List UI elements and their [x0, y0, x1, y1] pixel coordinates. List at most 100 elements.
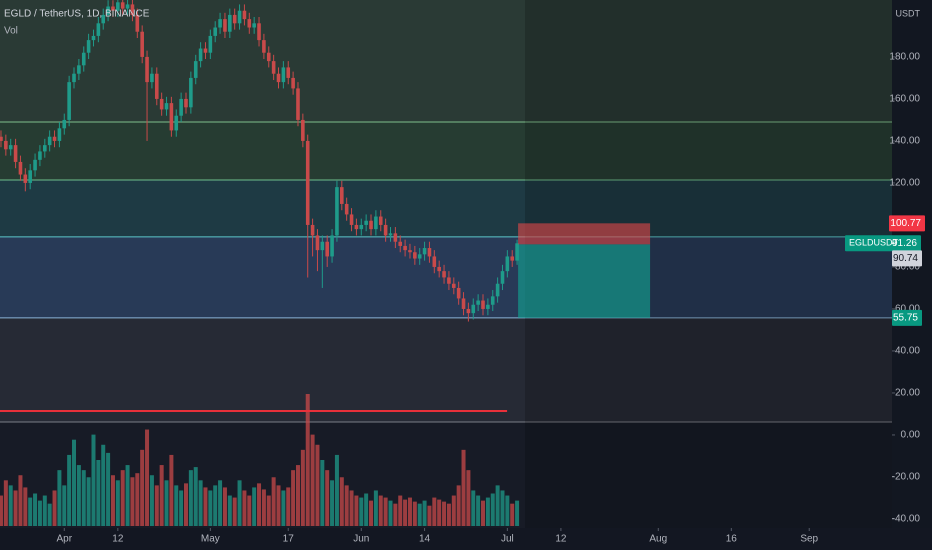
- volume-bar: [120, 470, 125, 526]
- candle-body: [164, 103, 169, 110]
- candle-body: [116, 2, 120, 11]
- volume-bar: [281, 490, 286, 526]
- volume-bar: [427, 505, 432, 526]
- y-tick-label: 140.00: [889, 136, 920, 147]
- candle-body: [72, 73, 76, 83]
- candle-body: [383, 224, 388, 236]
- volume-bar: [33, 493, 38, 526]
- volume-bar: [37, 500, 42, 526]
- candle-body: [130, 4, 135, 15]
- candle-body: [388, 233, 393, 236]
- volume-bar: [485, 497, 490, 526]
- candle-body: [505, 256, 510, 272]
- volume-bar: [388, 500, 393, 526]
- volume-bar: [291, 470, 296, 526]
- volume-bar: [334, 454, 339, 526]
- candle-body: [490, 296, 495, 305]
- price-axis: [892, 0, 932, 550]
- zone: [0, 236, 892, 318]
- candle-body: [174, 115, 179, 131]
- zone: [0, 179, 892, 237]
- volume-bar: [86, 477, 91, 526]
- y-tick-label: 40.00: [895, 346, 920, 357]
- volume-bar: [28, 497, 33, 526]
- volume-bar: [398, 495, 403, 526]
- candle-body: [81, 52, 86, 66]
- volume-bar: [330, 480, 335, 526]
- volume-bar: [174, 485, 179, 526]
- x-tick-label: 16: [726, 534, 738, 545]
- y-tick-label: 20.00: [895, 388, 920, 399]
- volume-bar: [232, 497, 237, 526]
- volume-bar: [383, 497, 388, 526]
- volume-bar: [72, 439, 77, 526]
- candle-body: [13, 145, 18, 162]
- x-tick-label: Aug: [649, 534, 667, 545]
- volume-bar: [96, 460, 101, 526]
- candle-body: [242, 10, 247, 20]
- candle-body: [106, 6, 110, 15]
- volume-bar: [188, 470, 193, 526]
- candle-body: [266, 52, 271, 62]
- candle-body: [91, 35, 96, 41]
- volume-bar: [422, 500, 427, 526]
- volume-bar: [515, 500, 520, 526]
- candle-body: [159, 98, 164, 110]
- volume-bar: [466, 470, 471, 526]
- candle-body: [403, 245, 407, 251]
- volume-bar: [417, 503, 422, 526]
- y-tick-label: 180.00: [889, 52, 920, 63]
- volume-bar: [271, 477, 276, 526]
- candle-body: [486, 304, 490, 309]
- volume-bar: [13, 490, 18, 526]
- candle-body: [213, 27, 218, 36]
- volume-bar: [18, 475, 23, 526]
- candle-body: [101, 14, 106, 24]
- candle-body: [276, 73, 281, 83]
- volume-bar: [320, 460, 325, 526]
- candle-body: [189, 77, 193, 108]
- volume-bar: [81, 470, 86, 526]
- candle-body: [369, 220, 373, 230]
- volume-bar: [110, 475, 115, 526]
- volume-bar: [169, 454, 174, 526]
- volume-bar: [476, 495, 481, 526]
- volume-bar: [47, 503, 52, 526]
- volume-bar: [154, 485, 159, 526]
- candle-body: [349, 214, 354, 225]
- volume-bar: [101, 444, 106, 526]
- volume-bar: [159, 465, 164, 526]
- volume-bar: [295, 465, 300, 526]
- volume-bar: [218, 480, 223, 526]
- overlay: [518, 223, 651, 318]
- candle-body: [310, 224, 315, 236]
- axes: 180.00160.00140.00120.0080.0060.0040.002…: [56, 52, 925, 545]
- candle-body: [252, 23, 256, 28]
- volume-bar: [23, 487, 28, 526]
- volume-bar: [500, 490, 505, 526]
- symbol-text: EGLDUSDT: [849, 238, 899, 248]
- candle-body: [305, 140, 310, 225]
- y-tick-label: 0.00: [901, 430, 921, 441]
- volume-bar: [339, 477, 344, 526]
- y-tick-label: 80.00: [895, 262, 920, 273]
- volume-bar: [403, 499, 408, 526]
- volume-bar: [510, 503, 515, 526]
- candle-body: [286, 67, 291, 78]
- target-zone: [518, 244, 651, 318]
- candle-body: [359, 224, 364, 230]
- volume-bar: [490, 493, 495, 526]
- volume-bar: [213, 485, 218, 526]
- candle-body: [218, 19, 222, 28]
- currency-label[interactable]: USDT: [896, 8, 921, 18]
- volume-bar: [91, 434, 96, 526]
- volume-bar: [135, 473, 140, 526]
- candle-body: [193, 61, 198, 78]
- volume-bar: [393, 503, 398, 526]
- candle-body: [96, 23, 101, 36]
- x-tick-label: 12: [555, 534, 567, 545]
- candle-body: [408, 250, 412, 253]
- candle-body: [481, 300, 485, 309]
- volume-bar: [300, 449, 305, 526]
- volume-bar: [495, 485, 500, 526]
